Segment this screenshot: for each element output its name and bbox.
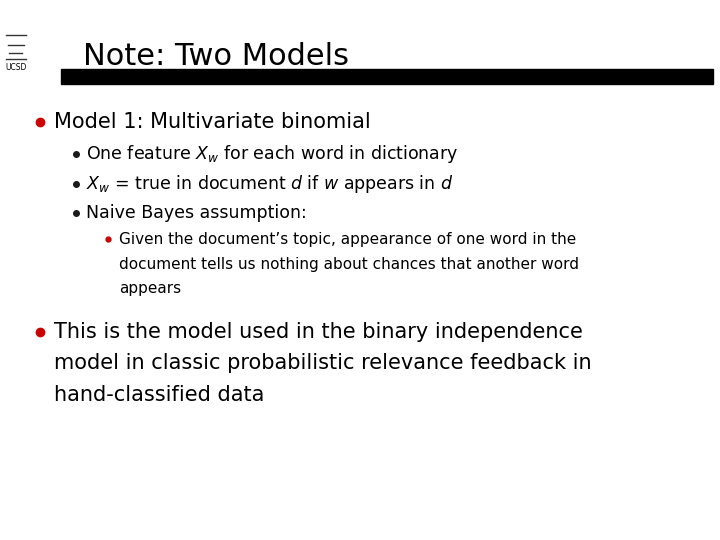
Text: $X_w$ = true in document $d$ if $w$ appears in $d$: $X_w$ = true in document $d$ if $w$ appe… <box>86 173 454 194</box>
Text: Note: Two Models: Note: Two Models <box>83 42 348 71</box>
Text: UCSD: UCSD <box>6 63 27 72</box>
Text: One feature $X_w$ for each word in dictionary: One feature $X_w$ for each word in dicti… <box>86 143 459 165</box>
Text: Naive Bayes assumption:: Naive Bayes assumption: <box>86 204 307 222</box>
Text: Model 1: Multivariate binomial: Model 1: Multivariate binomial <box>54 111 371 132</box>
Text: document tells us nothing about chances that another word: document tells us nothing about chances … <box>119 256 579 272</box>
Text: appears: appears <box>119 281 181 296</box>
Text: model in classic probabilistic relevance feedback in: model in classic probabilistic relevance… <box>54 353 592 374</box>
Text: Given the document’s topic, appearance of one word in the: Given the document’s topic, appearance o… <box>119 232 576 247</box>
Text: This is the model used in the binary independence: This is the model used in the binary ind… <box>54 322 583 342</box>
Text: hand-classified data: hand-classified data <box>54 384 264 405</box>
Bar <box>61 69 713 84</box>
